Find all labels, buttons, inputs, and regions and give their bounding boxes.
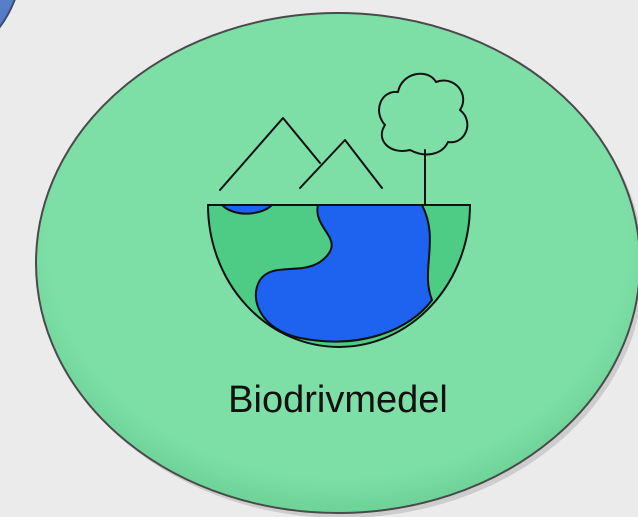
neighbor-node bbox=[0, 0, 16, 29]
icon bbox=[207, 72, 471, 348]
node-label: Biodrivmedel bbox=[228, 379, 448, 421]
